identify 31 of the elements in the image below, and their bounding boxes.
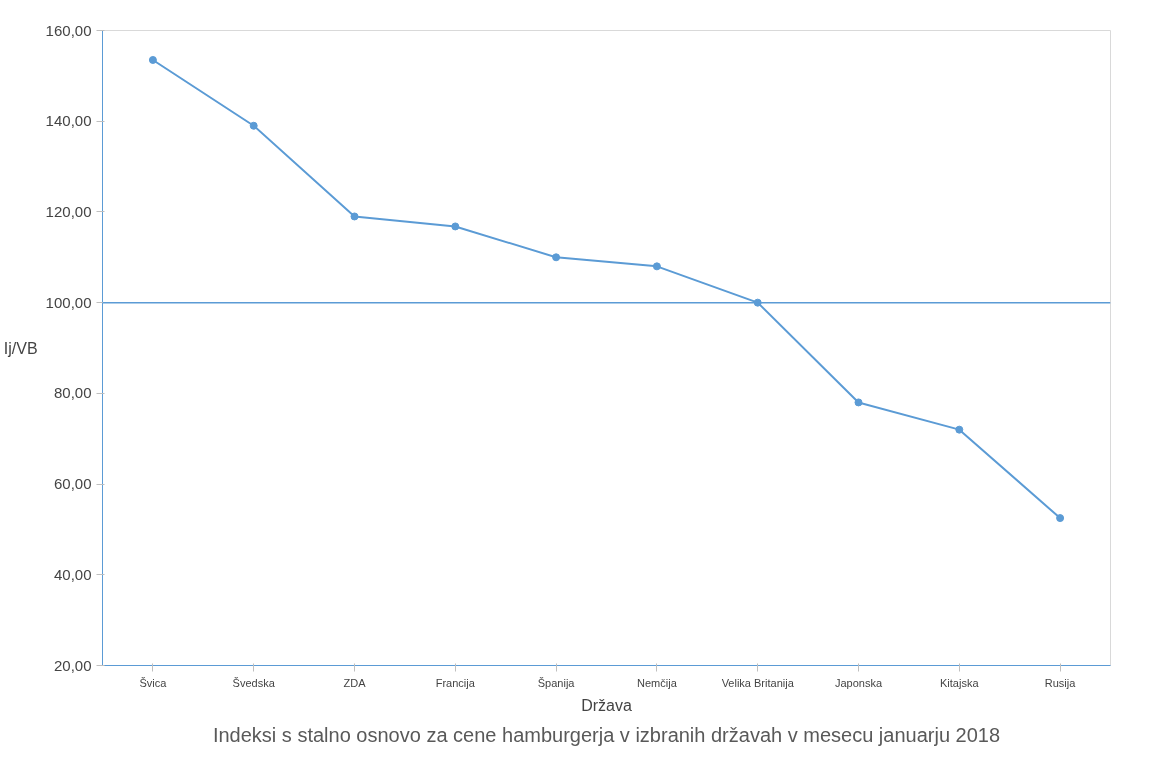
x-tick-label: Španija	[537, 676, 576, 689]
x-tick-label: Nemčija	[637, 676, 678, 689]
y-tick-label: 40,00	[53, 565, 92, 583]
x-axis-title: Država	[581, 696, 632, 714]
x-tick-label: Švica	[139, 676, 168, 689]
point	[854, 398, 863, 407]
point	[451, 222, 460, 231]
point	[552, 253, 561, 262]
text: Indeksi s stalno osnovo za cene hamburgerja v izbranih državah v mesecu januarju 2018	[212, 723, 1001, 746]
y-tick-label: 160,00	[45, 21, 92, 39]
point	[955, 425, 964, 434]
x-tick-label: Japonska	[834, 676, 883, 689]
x-tick-label: Rusija	[1044, 676, 1077, 689]
point	[249, 121, 258, 130]
y-tick-label: 60,00	[53, 475, 92, 493]
y-axis-title: Ij/VB	[3, 339, 38, 357]
y-tick-label: 20,00	[53, 656, 92, 674]
point	[1056, 514, 1065, 523]
y-tick-label: 80,00	[53, 384, 92, 402]
point	[753, 298, 762, 307]
point	[350, 212, 359, 221]
y-tick-label: 140,00	[45, 112, 92, 130]
x-tick-label: Velika Britanija	[721, 676, 795, 689]
x-tick-label: Švedska	[232, 676, 276, 689]
x-tick-label: Kitajska	[940, 676, 980, 689]
x-tick-label: Francija	[435, 676, 476, 689]
point	[652, 262, 661, 271]
point	[148, 55, 157, 64]
x-tick-label: ZDA	[343, 676, 367, 689]
y-tick-label: 100,00	[45, 293, 92, 311]
y-tick-label: 120,00	[45, 202, 92, 220]
